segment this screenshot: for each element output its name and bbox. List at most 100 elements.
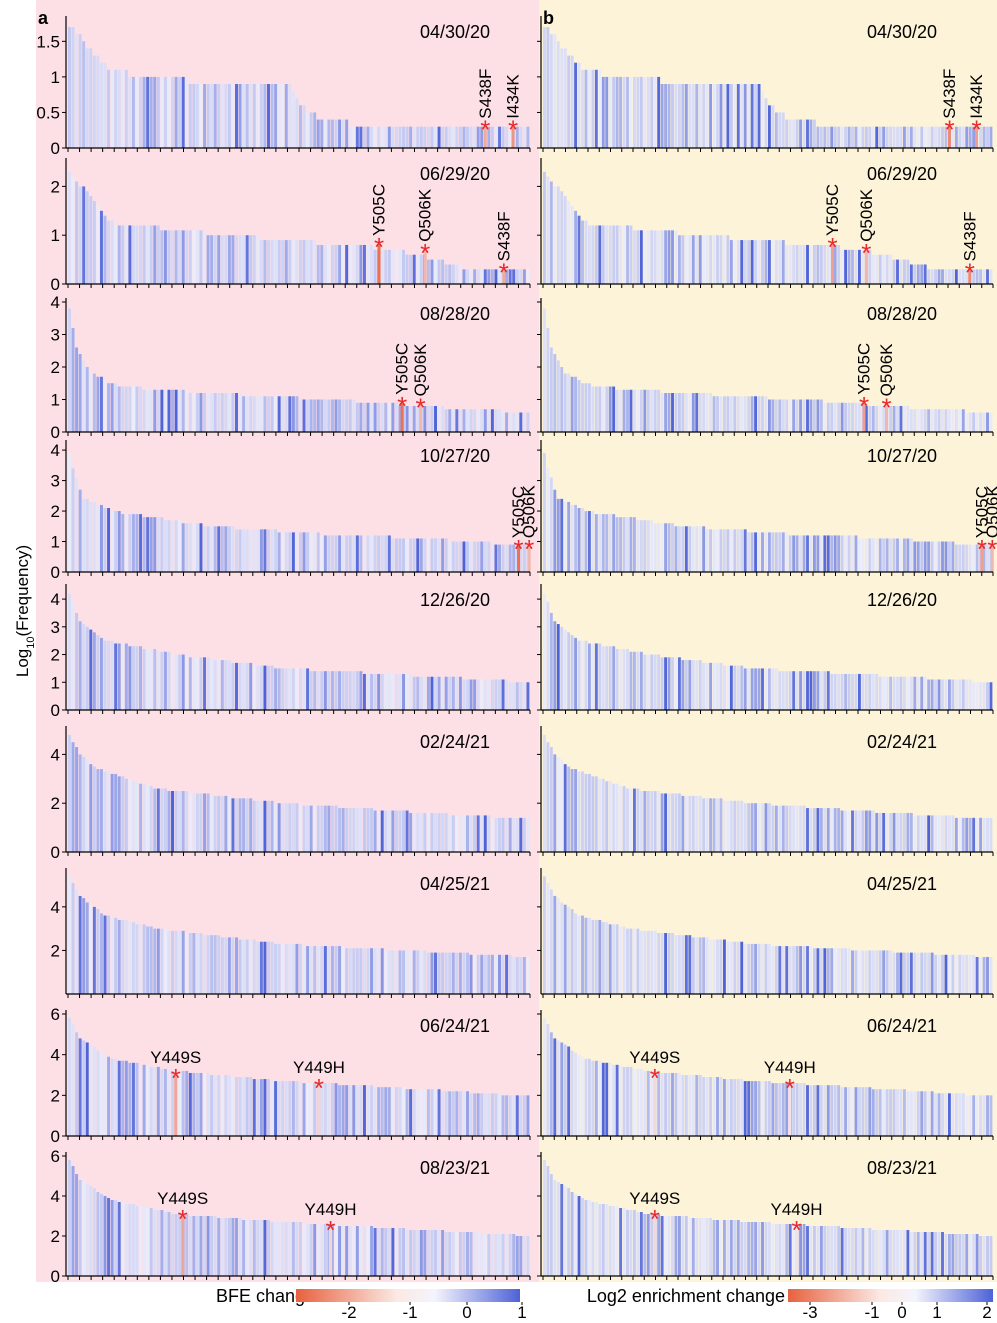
- bar: [819, 808, 823, 852]
- bar: [951, 1234, 955, 1276]
- bar: [178, 791, 182, 852]
- bar: [788, 1224, 792, 1276]
- bar: [664, 393, 668, 432]
- bar: [671, 84, 674, 148]
- bar: [698, 937, 702, 994]
- bar: [913, 126, 917, 148]
- bar: [937, 541, 941, 572]
- bar: [398, 538, 402, 572]
- bar: [594, 69, 598, 148]
- bar: [851, 249, 854, 284]
- bar: [366, 1226, 370, 1276]
- bar: [505, 1095, 509, 1136]
- bar: [487, 679, 491, 710]
- bar: [142, 649, 146, 710]
- bar: [210, 393, 214, 432]
- bar: [961, 126, 965, 148]
- bar: [605, 386, 609, 432]
- bar: [560, 48, 564, 148]
- mutation-label-Y449H: Y449H: [293, 1058, 345, 1077]
- bar: [909, 1091, 913, 1136]
- bar: [664, 1072, 668, 1136]
- bar: [327, 805, 331, 852]
- bar: [135, 646, 139, 710]
- bar: [238, 1218, 242, 1276]
- bar: [469, 541, 473, 572]
- bar: [171, 230, 175, 284]
- bar: [937, 1093, 941, 1136]
- bar: [213, 795, 217, 852]
- mutation-label-Q506K: Q506K: [416, 188, 435, 242]
- bar: [355, 808, 359, 852]
- bar: [563, 373, 567, 432]
- bar: [546, 1166, 550, 1276]
- bar: [163, 520, 167, 572]
- bar: [85, 759, 89, 852]
- bar: [522, 269, 526, 284]
- bar: [615, 389, 619, 432]
- bar: [128, 778, 132, 852]
- mutation-star-I434K: *: [508, 115, 518, 145]
- bar: [684, 526, 688, 572]
- bar: [476, 1093, 480, 1136]
- bar: [781, 399, 785, 432]
- mutation-star-Y505C: *: [827, 232, 837, 262]
- bar: [726, 84, 730, 148]
- bar: [149, 389, 153, 432]
- bar: [698, 660, 702, 710]
- bar: [306, 112, 310, 148]
- bar: [567, 55, 571, 149]
- bar: [441, 952, 445, 994]
- bar: [78, 186, 82, 284]
- bar: [85, 191, 89, 284]
- bar: [526, 682, 530, 710]
- bar: [85, 902, 89, 994]
- bar: [871, 406, 875, 432]
- bar: [195, 1072, 199, 1136]
- bar: [626, 788, 629, 852]
- bar: [423, 812, 427, 852]
- bar: [473, 269, 477, 284]
- bar: [259, 529, 263, 572]
- bar: [723, 396, 726, 432]
- bar: [556, 186, 560, 284]
- bar: [476, 269, 480, 284]
- bar: [178, 76, 182, 148]
- y-tick-label: 2: [51, 941, 60, 960]
- bar: [227, 84, 231, 148]
- bar: [826, 948, 830, 994]
- bar: [338, 946, 342, 994]
- bar: [220, 235, 224, 284]
- bar: [563, 904, 567, 994]
- bar: [688, 1218, 692, 1276]
- bar: [837, 126, 841, 148]
- bar: [688, 235, 692, 284]
- bar: [359, 1085, 363, 1136]
- bar: [546, 601, 550, 710]
- bar: [636, 1212, 640, 1276]
- bar: [338, 808, 342, 852]
- bar: [469, 409, 473, 432]
- bar: [494, 1234, 498, 1276]
- bar: [203, 935, 206, 994]
- bar: [402, 538, 406, 572]
- bar: [437, 259, 441, 284]
- bar: [636, 1068, 640, 1136]
- bar: [858, 402, 861, 432]
- bar: [570, 769, 574, 852]
- bar: [402, 1228, 406, 1276]
- bar: [837, 948, 841, 994]
- bar: [806, 671, 809, 710]
- y-axis-title: Log10(Frequency): [13, 545, 37, 677]
- bar: [128, 1062, 132, 1136]
- bar: [458, 541, 462, 572]
- bar: [695, 1075, 699, 1136]
- bar: [277, 532, 281, 572]
- bar: [840, 249, 844, 284]
- bar: [664, 230, 668, 284]
- bar: [768, 1222, 771, 1276]
- bar: [626, 649, 629, 710]
- y-tick-label: 6: [51, 1147, 60, 1166]
- mutation-star-Y505C: *: [397, 391, 407, 421]
